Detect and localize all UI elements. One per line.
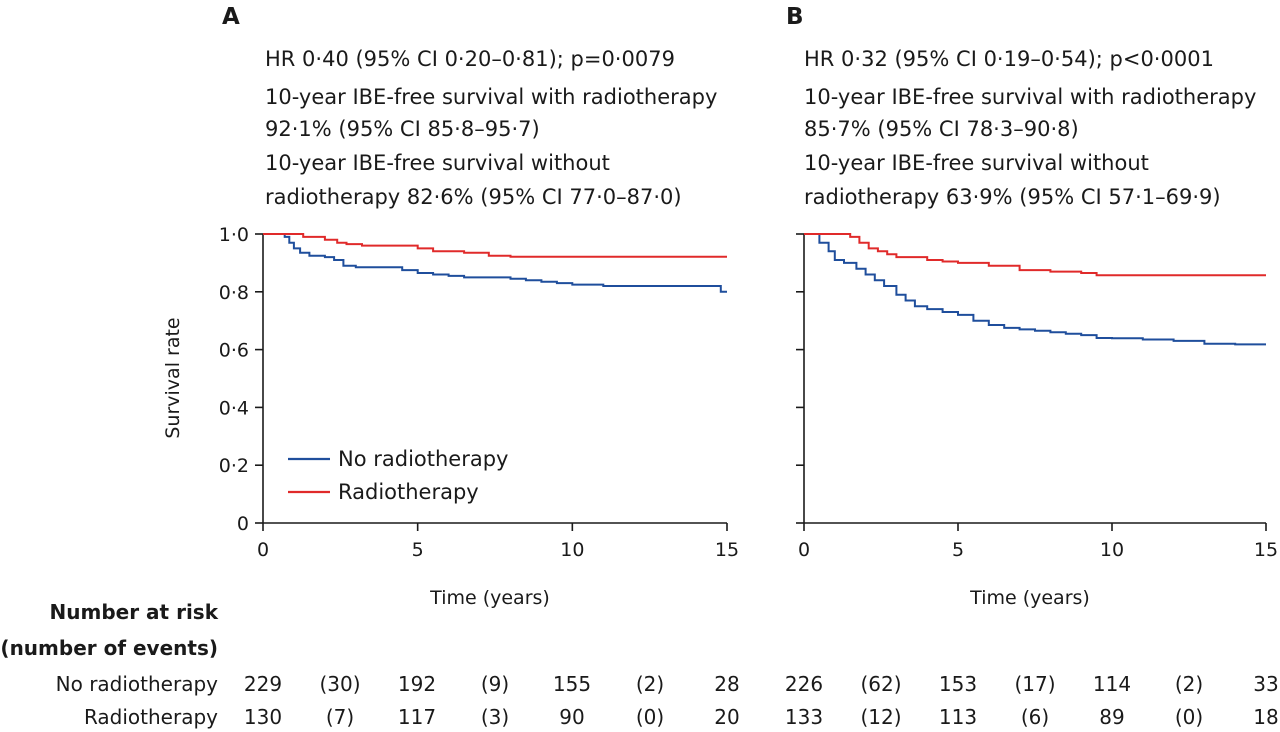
panel-a-no-radiotherapy-curve <box>263 233 727 293</box>
risk-row-label: No radiotherapy <box>56 672 219 696</box>
y-tick-label: 0·6 <box>219 340 249 362</box>
panel-b-nort-survival-line1: 10-year IBE-free survival without <box>804 151 1149 175</box>
panel-a-label: A <box>222 4 240 30</box>
risk-cell: (12) <box>860 705 901 729</box>
panel-b-hr-text: HR 0·32 (95% CI 0·19–0·54); p<0·0001 <box>804 47 1214 71</box>
panel-a-xlabel: Time (years) <box>429 587 550 609</box>
risk-row-label: Radiotherapy <box>84 705 218 729</box>
risk-cell: (62) <box>860 672 901 696</box>
panel-a-plot: 0 0·2 0·4 0·6 0·8 1·0 0 5 10 15 <box>219 224 739 561</box>
panel-b: B HR 0·32 (95% CI 0·19–0·54); p<0·0001 1… <box>786 4 1278 609</box>
x-tick-label: 0 <box>257 539 269 561</box>
panel-b-annotations: HR 0·32 (95% CI 0·19–0·54); p<0·0001 10-… <box>804 47 1256 209</box>
y-tick-label: 0·8 <box>219 282 249 304</box>
y-tick-label: 0·2 <box>219 455 249 477</box>
panel-b-plot: 0 5 10 15 <box>796 233 1278 561</box>
risk-cell: 18 <box>1253 705 1278 729</box>
panel-a-rt-survival-line2: 92·1% (95% CI 85·8–95·7) <box>265 117 540 141</box>
risk-cell: 28 <box>714 672 739 696</box>
risk-cell: 89 <box>1099 705 1124 729</box>
panel-a-nort-survival-line2: radiotherapy 82·6% (95% CI 77·0–87·0) <box>265 185 682 209</box>
risk-cell: 117 <box>398 705 436 729</box>
panel-a-legend: No radiotherapy Radiotherapy <box>288 447 508 504</box>
x-tick-label: 10 <box>1100 539 1124 561</box>
panel-b-radiotherapy-curve <box>804 233 1266 277</box>
panel-b-label: B <box>786 4 804 30</box>
risk-cell: (6) <box>1021 705 1049 729</box>
risk-cell: (0) <box>1175 705 1203 729</box>
y-tick-label: 0·4 <box>219 397 249 419</box>
y-tick-label: 0 <box>237 513 249 535</box>
legend-no-radiotherapy-label: No radiotherapy <box>338 447 508 471</box>
risk-cell: (0) <box>636 705 664 729</box>
risk-cell: 229 <box>244 672 282 696</box>
risk-cell: 226 <box>785 672 823 696</box>
x-tick-label: 15 <box>1254 539 1278 561</box>
risk-table: Number at risk (number of events) No rad… <box>0 600 1278 729</box>
risk-cell: 90 <box>559 705 584 729</box>
y-tick-label: 1·0 <box>219 224 249 246</box>
panel-a-ylabel: Survival rate <box>162 317 184 438</box>
x-tick-label: 10 <box>560 539 584 561</box>
risk-cell: 133 <box>785 705 823 729</box>
x-tick-label: 5 <box>952 539 964 561</box>
risk-cell: (3) <box>481 705 509 729</box>
risk-cell: (7) <box>326 705 354 729</box>
risk-cell: (30) <box>319 672 360 696</box>
risk-cell: (17) <box>1014 672 1055 696</box>
risk-cell: 153 <box>939 672 977 696</box>
panel-b-rt-survival-line2: 85·7% (95% CI 78·3–90·8) <box>804 117 1079 141</box>
panel-a-rt-survival-line1: 10-year IBE-free survival with radiother… <box>265 85 717 109</box>
x-tick-label: 5 <box>412 539 424 561</box>
risk-cell: 113 <box>939 705 977 729</box>
panel-a: A HR 0·40 (95% CI 0·20–0·81); p=0·0079 1… <box>162 4 739 609</box>
x-tick-label: 0 <box>798 539 810 561</box>
risk-cell: 33 <box>1253 672 1278 696</box>
risk-cell: 192 <box>398 672 436 696</box>
x-tick-label: 15 <box>715 539 739 561</box>
risk-cell: 155 <box>553 672 591 696</box>
legend-radiotherapy-label: Radiotherapy <box>338 480 479 504</box>
risk-table-title-line1: Number at risk <box>50 600 219 624</box>
panel-b-rt-survival-line1: 10-year IBE-free survival with radiother… <box>804 85 1256 109</box>
risk-cell: 114 <box>1093 672 1131 696</box>
risk-table-cells: 229 (30) 192 (9) 155 (2) 28 226 (62) 153 (17) 114 (2… <box>244 672 1279 729</box>
risk-table-title-line2: (number of events) <box>0 636 218 660</box>
panel-b-no-radiotherapy-curve <box>804 233 1266 346</box>
panel-a-nort-survival-line1: 10-year IBE-free survival without <box>265 151 610 175</box>
panel-a-annotations: HR 0·40 (95% CI 0·20–0·81); p=0·0079 10-… <box>265 47 717 209</box>
risk-cell: 130 <box>244 705 282 729</box>
risk-cell: (2) <box>636 672 664 696</box>
risk-cell: (9) <box>481 672 509 696</box>
risk-cell: 20 <box>714 705 739 729</box>
panel-b-nort-survival-line2: radiotherapy 63·9% (95% CI 57·1–69·9) <box>804 185 1221 209</box>
panel-a-hr-text: HR 0·40 (95% CI 0·20–0·81); p=0·0079 <box>265 47 675 71</box>
panel-b-xlabel: Time (years) <box>969 587 1090 609</box>
panel-a-radiotherapy-curve <box>263 233 727 258</box>
risk-cell: (2) <box>1175 672 1203 696</box>
